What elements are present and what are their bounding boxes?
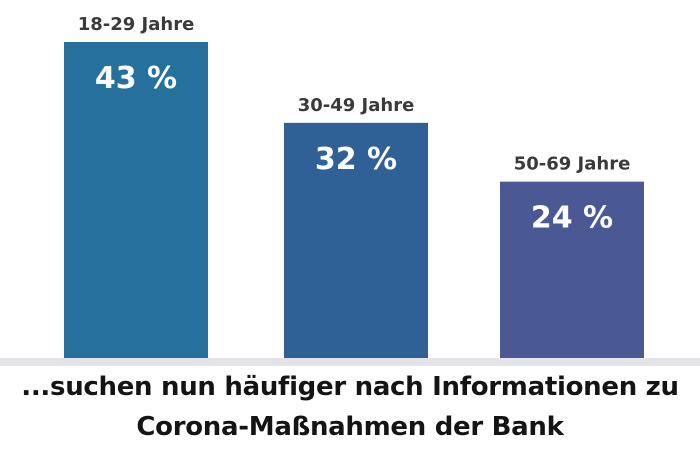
- bar-3: [500, 181, 644, 358]
- value-label-1: 43 %: [95, 61, 177, 96]
- caption-line-2: Corona-Maßnahmen der Bank: [136, 412, 564, 442]
- value-label-3: 24 %: [531, 201, 613, 236]
- category-label-3: 50-69 Jahre: [514, 154, 631, 175]
- chart-baseline: [0, 358, 700, 366]
- chart-caption: ...suchen nun häufiger nach Informatione…: [0, 367, 700, 447]
- category-label-2: 30-49 Jahre: [298, 95, 415, 116]
- category-label-1: 18-29 Jahre: [78, 14, 195, 35]
- caption-line-1: ...suchen nun häufiger nach Informatione…: [21, 372, 679, 402]
- bar-2: [284, 122, 428, 358]
- value-label-2: 32 %: [315, 142, 397, 177]
- bar-1: [64, 42, 208, 358]
- bar-chart: 18-29 Jahre 43 % 30-49 Jahre 32 % 50-69 Jahr…: [64, 14, 644, 358]
